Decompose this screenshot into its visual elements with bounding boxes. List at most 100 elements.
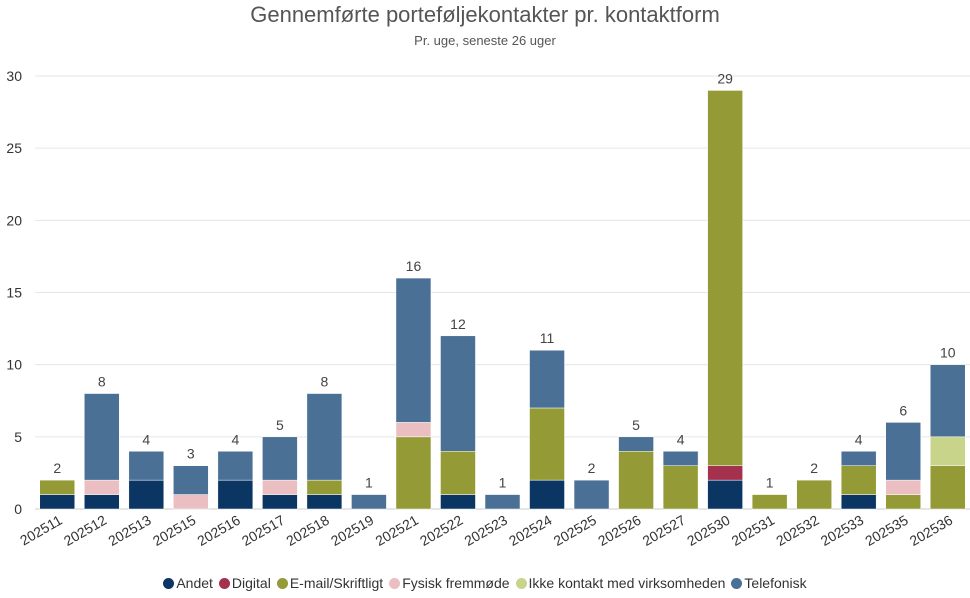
x-tick-label: 202535	[862, 512, 911, 549]
x-tick-label: 202521	[372, 512, 421, 549]
x-tick-label: 202526	[595, 512, 644, 549]
bar-segment	[662, 465, 699, 510]
bar-segment	[707, 479, 743, 510]
legend-item[interactable]: Digital	[218, 575, 271, 591]
gridlines	[35, 75, 970, 510]
legend-label: Telefonisk	[744, 575, 807, 591]
bar-segment	[929, 465, 966, 510]
total-label: 1	[766, 475, 774, 491]
total-label: 10	[940, 345, 956, 361]
x-tick-label: 202525	[551, 512, 600, 549]
bar-segment	[39, 494, 76, 510]
bars	[39, 90, 966, 510]
legend-item[interactable]: Telefonisk	[731, 575, 807, 591]
bar-segment	[84, 494, 120, 510]
bar-segment	[395, 277, 432, 423]
bar-segment	[84, 393, 120, 481]
total-label: 2	[810, 460, 818, 476]
total-label: 4	[677, 431, 685, 447]
x-tick-label: 202519	[328, 512, 377, 549]
total-label: 2	[53, 460, 61, 476]
legend-marker	[276, 578, 288, 589]
x-tick-label: 202517	[239, 512, 288, 549]
y-tick-label: 10	[6, 357, 22, 373]
bar-segment	[529, 349, 565, 409]
bar-segment	[262, 479, 298, 495]
bar-segment	[840, 494, 877, 510]
total-label: 12	[450, 316, 466, 332]
bar-segment	[173, 465, 209, 495]
bar-segment	[840, 451, 877, 466]
y-tick-label: 25	[6, 140, 22, 156]
bar-segment	[395, 436, 432, 510]
total-label: 2	[588, 460, 596, 476]
total-label: 29	[717, 70, 733, 86]
x-tick-label: 202513	[105, 512, 154, 549]
bar-segment	[529, 407, 565, 481]
total-label: 8	[321, 374, 329, 390]
total-label: 4	[231, 431, 239, 447]
total-label: 5	[632, 417, 640, 433]
x-tick-label: 202516	[194, 512, 243, 549]
bar-segment	[885, 422, 921, 481]
bar-segment	[217, 451, 254, 481]
x-tick-label: 202518	[283, 512, 332, 549]
chart-title: Gennemførte porteføljekontakter pr. kont…	[250, 2, 720, 27]
bar-segment	[929, 436, 966, 466]
bar-segment	[885, 479, 921, 495]
x-tick-label: 202522	[417, 512, 466, 549]
x-tick-label: 202527	[640, 512, 689, 549]
legend-label: E-mail/Skriftligt	[289, 575, 384, 591]
bar-segment	[707, 465, 743, 481]
bar-segment	[306, 479, 343, 495]
legend-marker	[218, 578, 230, 589]
bar-segment	[662, 451, 699, 466]
bar-segment	[529, 479, 565, 510]
bar-segment	[573, 479, 610, 510]
legend-item[interactable]: Andet	[163, 575, 213, 591]
bar-segment	[840, 465, 877, 495]
bar-segment	[751, 494, 788, 510]
legend-marker	[163, 578, 175, 589]
bar-segment	[128, 451, 165, 481]
total-label: 11	[540, 330, 555, 346]
x-tick-label: 202536	[907, 512, 956, 549]
bar-segment	[395, 422, 432, 438]
bar-segment	[707, 90, 743, 466]
legend-marker	[389, 578, 401, 589]
bar-segment	[262, 494, 298, 510]
x-tick-label: 202531	[729, 512, 778, 549]
bar-segment	[128, 479, 165, 510]
legend-label: Ikke kontakt med virksomheden	[528, 575, 726, 591]
bar-segment	[484, 494, 521, 510]
legend-label: Andet	[176, 575, 213, 591]
x-axis: 2025112025122025132025152025162025172025…	[17, 512, 955, 549]
legend-item[interactable]: Ikke kontakt med virksomheden	[515, 575, 726, 591]
x-tick-label: 202515	[150, 512, 199, 549]
bar-segment	[440, 451, 476, 495]
bar-segment	[796, 479, 832, 510]
legend-item[interactable]: E-mail/Skriftligt	[276, 575, 384, 591]
bar-segment	[173, 494, 209, 510]
legend-item[interactable]: Fysisk fremmøde	[389, 575, 510, 591]
x-tick-label: 202523	[462, 512, 511, 549]
y-axis: 0 5 10 15 20 25 30	[6, 68, 22, 517]
total-label: 6	[899, 402, 907, 418]
total-label: 1	[365, 475, 373, 491]
total-label: 5	[276, 417, 284, 433]
total-label: 8	[98, 374, 106, 390]
legend-marker	[731, 578, 743, 589]
bar-segment	[440, 335, 476, 452]
bar-segment	[618, 436, 654, 452]
bar-segment	[84, 479, 120, 495]
legend-marker	[515, 578, 527, 589]
chart-subtitle: Pr. uge, seneste 26 uger	[414, 33, 556, 48]
x-tick-label: 202511	[17, 512, 65, 549]
legend: Andet Digital E-mail/Skriftligt Fysisk frem…	[0, 575, 970, 591]
y-tick-label: 0	[14, 501, 22, 517]
legend-label: Digital	[231, 575, 271, 591]
bar-segment	[306, 494, 343, 510]
bar-segment	[351, 494, 387, 510]
